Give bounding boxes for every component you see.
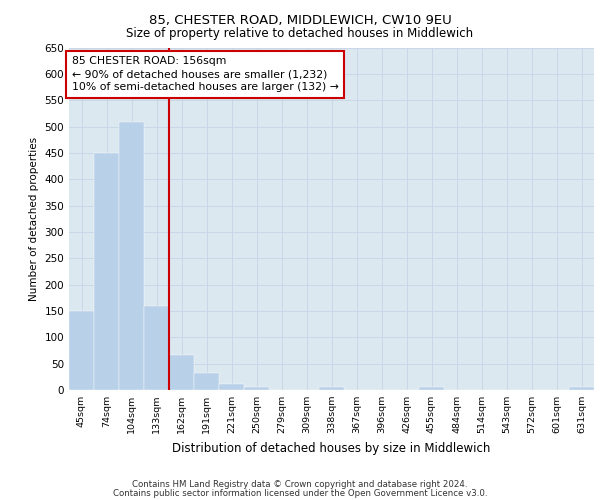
Text: 85 CHESTER ROAD: 156sqm
← 90% of detached houses are smaller (1,232)
10% of semi: 85 CHESTER ROAD: 156sqm ← 90% of detache… xyxy=(71,56,338,92)
X-axis label: Distribution of detached houses by size in Middlewich: Distribution of detached houses by size … xyxy=(172,442,491,454)
Bar xyxy=(119,122,144,390)
Bar xyxy=(94,153,119,390)
Text: Contains public sector information licensed under the Open Government Licence v3: Contains public sector information licen… xyxy=(113,488,487,498)
Bar xyxy=(569,388,594,390)
Bar xyxy=(219,384,244,390)
Bar xyxy=(319,388,344,390)
Bar xyxy=(244,388,269,390)
Bar xyxy=(169,354,194,390)
Text: Contains HM Land Registry data © Crown copyright and database right 2024.: Contains HM Land Registry data © Crown c… xyxy=(132,480,468,489)
Y-axis label: Number of detached properties: Number of detached properties xyxy=(29,136,39,301)
Text: Size of property relative to detached houses in Middlewich: Size of property relative to detached ho… xyxy=(127,28,473,40)
Bar xyxy=(69,311,94,390)
Bar xyxy=(419,388,444,390)
Bar xyxy=(144,306,169,390)
Bar xyxy=(194,373,219,390)
Text: 85, CHESTER ROAD, MIDDLEWICH, CW10 9EU: 85, CHESTER ROAD, MIDDLEWICH, CW10 9EU xyxy=(149,14,451,27)
